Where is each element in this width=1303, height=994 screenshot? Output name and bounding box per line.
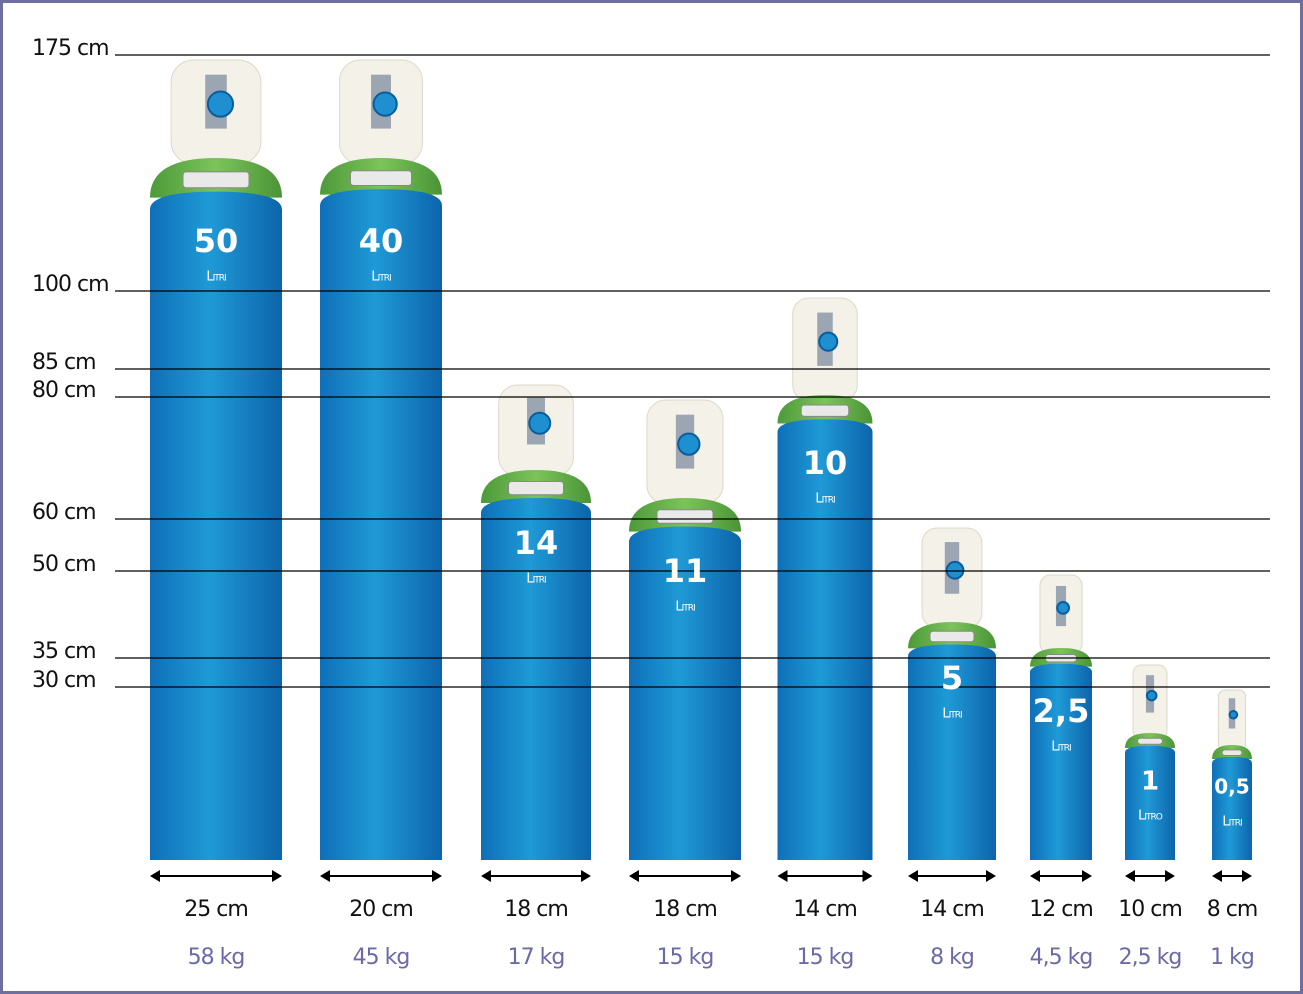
capacity: 11 (663, 552, 708, 590)
capacity: 40 (359, 222, 404, 260)
capacity: 5 (941, 659, 963, 697)
diameter: 20 cm (349, 897, 413, 922)
weight: 1 kg (1210, 945, 1254, 970)
valve-knob (374, 92, 397, 115)
capacity: 14 (514, 524, 559, 562)
cylinder-body (1212, 757, 1252, 860)
valve-knob (947, 562, 964, 579)
label-plate (930, 631, 974, 642)
capacity-unit: Litri (1051, 740, 1071, 755)
weight: 15 kg (657, 945, 714, 970)
diameter: 14 cm (920, 897, 984, 922)
valve-knob (678, 433, 699, 454)
capacity-unit: Litri (675, 600, 695, 615)
weight: 4,5 kg (1030, 945, 1093, 970)
diameter: 25 cm (184, 897, 248, 922)
cylinder-body (1125, 746, 1175, 860)
height-label: 50 cm (32, 552, 96, 577)
height-label: 35 cm (32, 639, 96, 664)
capacity-unit: Litri (1222, 815, 1242, 830)
capacity-unit: Litri (526, 572, 546, 587)
cylinder-body (150, 192, 282, 860)
valve-knob (208, 92, 233, 117)
capacity: 10 (803, 444, 848, 482)
weight: 58 kg (188, 945, 245, 970)
diameter: 8 cm (1207, 897, 1258, 922)
diameter: 10 cm (1118, 897, 1182, 922)
label-plate (801, 405, 849, 416)
diameter: 14 cm (793, 897, 857, 922)
capacity: 0,5 (1214, 775, 1249, 799)
diameter: 18 cm (504, 897, 568, 922)
capacity-unit: Litri (815, 492, 835, 507)
capacity: 1 (1141, 767, 1159, 797)
infographic: 175 cm 100 cm 85 cm 80 cm 60 cm 50 cm 35 cm 30 … (0, 0, 1303, 994)
capacity-unit: Litro (1138, 809, 1163, 824)
cylinder-body (320, 189, 442, 860)
valve-knob (529, 413, 550, 434)
cylinder-body (778, 419, 873, 860)
valve-knob (1230, 711, 1238, 719)
height-label: 100 cm (32, 272, 109, 297)
label-plate (183, 172, 249, 188)
height-label: 30 cm (32, 668, 96, 693)
height-label: 85 cm (32, 350, 96, 375)
valve-knob (819, 333, 837, 351)
valve-knob (1147, 691, 1157, 701)
capacity: 2,5 (1033, 692, 1090, 730)
height-label: 175 cm (32, 36, 109, 61)
height-label: 80 cm (32, 378, 96, 403)
weight: 17 kg (508, 945, 565, 970)
label-plate (657, 510, 713, 523)
diameter: 12 cm (1029, 897, 1093, 922)
diameter: 18 cm (653, 897, 717, 922)
weight: 2,5 kg (1119, 945, 1182, 970)
valve-knob (1057, 602, 1069, 614)
height-label: 60 cm (32, 500, 96, 525)
weight: 8 kg (930, 945, 974, 970)
label-plate (509, 482, 564, 495)
capacity-unit: Litri (371, 270, 391, 285)
capacity-unit: Litri (206, 270, 226, 285)
label-plate (1138, 738, 1163, 744)
capacity-unit: Litri (942, 707, 962, 722)
capacity: 50 (194, 222, 239, 260)
label-plate (1222, 750, 1242, 756)
weight: 45 kg (353, 945, 410, 970)
label-plate (351, 171, 412, 186)
weight: 15 kg (797, 945, 854, 970)
